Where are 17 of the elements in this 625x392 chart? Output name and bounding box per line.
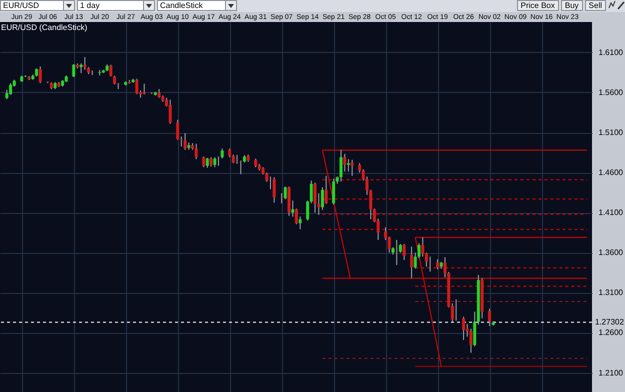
y-tick-label: 1.3100 — [598, 288, 624, 298]
text: 1 day — [79, 1, 101, 10]
text: CandleStick — [159, 1, 204, 10]
ref-line-label: 1.27302 — [595, 317, 624, 326]
y-tick-label: 1.2600 — [598, 328, 624, 338]
y-tick-label: 1.4100 — [598, 208, 624, 218]
text: EUR/USD — [2, 1, 40, 10]
chart-title: EUR/USD (CandleStick) — [1, 23, 88, 32]
text: Price Box — [516, 0, 559, 11]
text: Buy — [560, 0, 583, 11]
y-tick-label: 1.4600 — [598, 168, 624, 178]
y-tick-label: 1.6100 — [598, 48, 624, 57]
text: Sell — [584, 0, 606, 11]
y-tick-label: 1.5100 — [598, 128, 624, 138]
y-tick-label: 1.2100 — [598, 368, 624, 378]
y-tick-label: 1.3600 — [598, 248, 624, 258]
y-tick-label: 1.5600 — [598, 88, 624, 97]
